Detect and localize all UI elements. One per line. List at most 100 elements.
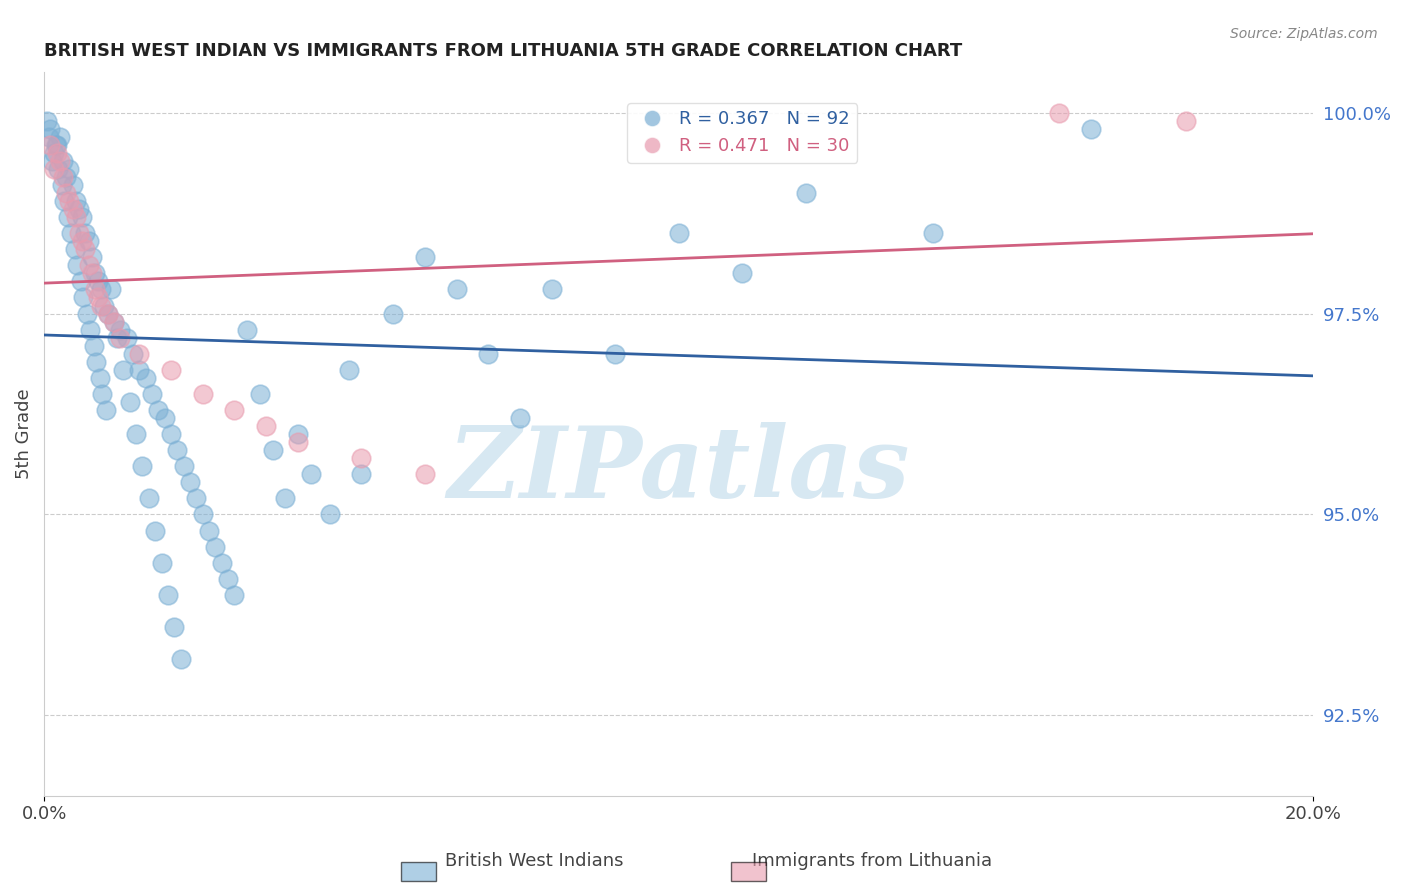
Immigrants from Lithuania bbox=[70, 234, 93, 248]
British West Indians bbox=[58, 161, 80, 176]
Immigrants from Lithuania bbox=[103, 315, 125, 329]
British West Indians bbox=[70, 210, 93, 224]
British West Indians bbox=[217, 572, 239, 586]
British West Indians bbox=[41, 153, 63, 168]
British West Indians bbox=[125, 427, 148, 442]
British West Indians bbox=[153, 411, 176, 425]
Immigrants from Lithuania bbox=[97, 306, 120, 320]
British West Indians bbox=[143, 524, 166, 538]
British West Indians bbox=[46, 161, 69, 176]
British West Indians bbox=[446, 282, 468, 296]
British West Indians bbox=[141, 387, 163, 401]
British West Indians bbox=[77, 234, 100, 248]
British West Indians bbox=[191, 508, 214, 522]
British West Indians bbox=[131, 459, 153, 474]
British West Indians bbox=[89, 371, 111, 385]
British West Indians bbox=[45, 137, 67, 152]
British West Indians bbox=[186, 491, 208, 506]
British West Indians bbox=[274, 491, 297, 506]
British West Indians bbox=[224, 588, 246, 602]
British West Indians bbox=[52, 153, 75, 168]
British West Indians bbox=[163, 620, 186, 634]
British West Indians bbox=[668, 226, 690, 240]
British West Indians bbox=[44, 137, 66, 152]
British West Indians bbox=[37, 113, 59, 128]
Immigrants from Lithuania bbox=[128, 347, 150, 361]
British West Indians bbox=[236, 323, 259, 337]
British West Indians bbox=[287, 427, 309, 442]
British West Indians bbox=[605, 347, 627, 361]
British West Indians bbox=[110, 323, 132, 337]
British West Indians bbox=[198, 524, 221, 538]
Immigrants from Lithuania bbox=[413, 467, 436, 482]
Immigrants from Lithuania bbox=[87, 290, 110, 304]
Y-axis label: 5th Grade: 5th Grade bbox=[15, 389, 32, 479]
Immigrants from Lithuania bbox=[52, 169, 75, 184]
British West Indians bbox=[90, 282, 112, 296]
British West Indians bbox=[166, 443, 188, 458]
Immigrants from Lithuania bbox=[65, 210, 87, 224]
British West Indians bbox=[509, 411, 531, 425]
British West Indians bbox=[84, 355, 107, 369]
British West Indians bbox=[169, 652, 191, 666]
British West Indians bbox=[204, 540, 226, 554]
British West Indians bbox=[38, 129, 60, 144]
Immigrants from Lithuania bbox=[42, 161, 65, 176]
Text: BRITISH WEST INDIAN VS IMMIGRANTS FROM LITHUANIA 5TH GRADE CORRELATION CHART: BRITISH WEST INDIAN VS IMMIGRANTS FROM L… bbox=[44, 42, 962, 60]
Immigrants from Lithuania bbox=[55, 186, 77, 200]
British West Indians bbox=[67, 202, 90, 216]
British West Indians bbox=[103, 315, 125, 329]
Immigrants from Lithuania bbox=[67, 226, 90, 240]
Immigrants from Lithuania bbox=[45, 145, 67, 160]
British West Indians bbox=[49, 129, 72, 144]
Immigrants from Lithuania bbox=[287, 435, 309, 450]
British West Indians bbox=[65, 194, 87, 208]
British West Indians bbox=[70, 274, 93, 288]
Immigrants from Lithuania bbox=[80, 266, 103, 280]
British West Indians bbox=[42, 145, 65, 160]
Immigrants from Lithuania bbox=[90, 298, 112, 312]
British West Indians bbox=[93, 298, 115, 312]
British West Indians bbox=[138, 491, 160, 506]
British West Indians bbox=[156, 588, 179, 602]
British West Indians bbox=[83, 339, 105, 353]
British West Indians bbox=[51, 178, 73, 192]
British West Indians bbox=[731, 266, 754, 280]
Immigrants from Lithuania bbox=[224, 403, 246, 417]
Immigrants from Lithuania bbox=[350, 451, 373, 466]
British West Indians bbox=[115, 331, 138, 345]
British West Indians bbox=[160, 427, 183, 442]
British West Indians bbox=[91, 387, 114, 401]
Immigrants from Lithuania bbox=[191, 387, 214, 401]
British West Indians bbox=[413, 250, 436, 264]
British West Indians bbox=[299, 467, 322, 482]
British West Indians bbox=[76, 306, 98, 320]
British West Indians bbox=[337, 363, 360, 377]
British West Indians bbox=[128, 363, 150, 377]
Immigrants from Lithuania bbox=[39, 137, 62, 152]
Immigrants from Lithuania bbox=[1049, 105, 1071, 120]
British West Indians bbox=[100, 282, 122, 296]
British West Indians bbox=[382, 306, 405, 320]
British West Indians bbox=[96, 403, 118, 417]
British West Indians bbox=[72, 290, 94, 304]
British West Indians bbox=[540, 282, 562, 296]
British West Indians bbox=[135, 371, 157, 385]
Immigrants from Lithuania bbox=[77, 258, 100, 272]
British West Indians bbox=[1080, 121, 1102, 136]
British West Indians bbox=[179, 475, 201, 490]
British West Indians bbox=[105, 331, 128, 345]
British West Indians bbox=[118, 395, 141, 409]
British West Indians bbox=[150, 556, 173, 570]
Legend: R = 0.367   N = 92, R = 0.471   N = 30: R = 0.367 N = 92, R = 0.471 N = 30 bbox=[627, 103, 858, 162]
British West Indians bbox=[921, 226, 943, 240]
British West Indians bbox=[794, 186, 817, 200]
British West Indians bbox=[83, 266, 105, 280]
British West Indians bbox=[39, 121, 62, 136]
British West Indians bbox=[112, 363, 135, 377]
British West Indians bbox=[211, 556, 233, 570]
British West Indians bbox=[87, 274, 110, 288]
British West Indians bbox=[262, 443, 284, 458]
British West Indians bbox=[58, 210, 80, 224]
Immigrants from Lithuania bbox=[110, 331, 132, 345]
